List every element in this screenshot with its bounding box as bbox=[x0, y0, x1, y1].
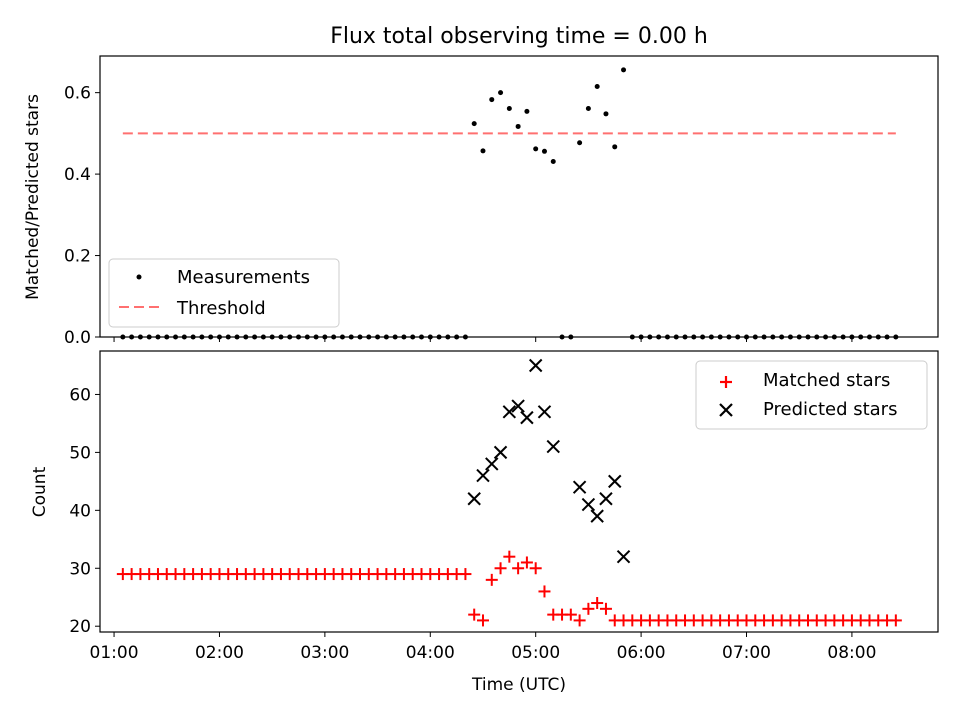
measurement-point bbox=[480, 148, 486, 154]
measurement-point bbox=[489, 97, 495, 103]
matched-star-point bbox=[512, 562, 525, 575]
top-y-axis-label: Matched/Predicted stars bbox=[23, 94, 43, 300]
legend-measurements-marker bbox=[136, 274, 142, 280]
top-axes-frame bbox=[99, 55, 939, 338]
bottom-legend: Matched stars Predicted stars bbox=[695, 360, 928, 430]
matched-star-point bbox=[485, 573, 498, 586]
measurement-point bbox=[498, 90, 504, 96]
measurement-point bbox=[515, 123, 521, 129]
bottom-axes-frame bbox=[99, 350, 939, 633]
measurement-point bbox=[612, 144, 618, 150]
x-tick-label: 07:00 bbox=[722, 643, 771, 663]
legend-matched-label: Matched stars bbox=[763, 370, 890, 391]
matched-star-point bbox=[476, 614, 489, 627]
matched-star-point bbox=[494, 562, 507, 575]
top-legend: Measurements Threshold bbox=[108, 258, 340, 328]
x-tick-label: 05:00 bbox=[511, 643, 560, 663]
matched-star-point bbox=[582, 602, 595, 615]
x-tick-label: 01:00 bbox=[90, 643, 139, 663]
measurement-point bbox=[621, 67, 627, 73]
predicted-star-point bbox=[608, 474, 622, 489]
predicted-star-point bbox=[476, 468, 490, 483]
measurement-point bbox=[533, 146, 539, 152]
measurement-point bbox=[577, 140, 583, 146]
predicted-star-point bbox=[528, 358, 543, 373]
bottom-y-tick-label: 60 bbox=[69, 385, 91, 405]
measurement-point bbox=[550, 158, 556, 164]
bottom-panel: 20 30 40 50 60 01:00 02:00 03:00 04:00 05:00 06:0… bbox=[30, 350, 939, 695]
matched-star-point bbox=[889, 614, 902, 627]
measurement-point bbox=[541, 148, 547, 154]
x-tick-label: 08:00 bbox=[827, 643, 876, 663]
predicted-star-point bbox=[599, 492, 613, 506]
measurement-point bbox=[603, 111, 609, 117]
matched-star-point bbox=[503, 550, 516, 563]
bottom-y-tick-label: 30 bbox=[69, 559, 91, 579]
predicted-star-point bbox=[511, 399, 525, 413]
measurement-point bbox=[506, 106, 512, 112]
measurement-point bbox=[594, 84, 600, 90]
chart-title: Flux total observing time = 0.00 h bbox=[330, 24, 708, 49]
predicted-star-point bbox=[590, 509, 604, 523]
top-y-tick-label: 0.6 bbox=[64, 84, 91, 104]
predicted-star-point bbox=[572, 480, 587, 494]
measurement-point bbox=[585, 106, 591, 112]
top-y-tick-label: 0.0 bbox=[64, 328, 91, 348]
legend-measurements-label: Measurements bbox=[177, 267, 310, 288]
bottom-y-tick-label: 20 bbox=[69, 617, 91, 637]
matched-star-point bbox=[591, 597, 604, 610]
top-y-tick-label: 0.4 bbox=[64, 165, 91, 185]
bottom-y-tick-label: 40 bbox=[69, 501, 91, 521]
matched-star-point bbox=[468, 608, 481, 621]
top-y-tick-label: 0.2 bbox=[64, 247, 91, 267]
predicted-star-point bbox=[485, 457, 499, 471]
legend-predicted-marker bbox=[719, 403, 733, 417]
predicted-star-point bbox=[581, 497, 596, 512]
predicted-star-point bbox=[537, 405, 552, 419]
predicted-star-point bbox=[493, 445, 508, 460]
legend-matched-marker bbox=[720, 376, 732, 388]
matched-star-point bbox=[459, 568, 472, 581]
predicted-star-point bbox=[467, 492, 481, 506]
predicted-star-point bbox=[502, 405, 517, 419]
matched-star-point bbox=[529, 562, 542, 575]
measurement-point bbox=[524, 108, 530, 114]
top-panel: 0.0 0.2 0.4 0.6 Matched/Predicted stars Mea… bbox=[23, 55, 939, 348]
top-legend-box bbox=[108, 258, 340, 328]
predicted-star-point bbox=[520, 410, 534, 425]
legend-threshold-label: Threshold bbox=[176, 298, 266, 319]
x-tick-label: 03:00 bbox=[300, 643, 349, 663]
x-axis-label: Time (UTC) bbox=[471, 675, 566, 695]
matched-star-point bbox=[573, 614, 586, 627]
bottom-y-tick-label: 50 bbox=[69, 443, 91, 463]
matched-star-point bbox=[564, 608, 577, 621]
measurement-point bbox=[471, 121, 477, 127]
matched-star-point bbox=[538, 585, 551, 598]
predicted-star-point bbox=[546, 439, 560, 454]
matched-star-point bbox=[599, 602, 612, 615]
matched-star-point bbox=[520, 556, 533, 569]
x-tick-label: 06:00 bbox=[617, 643, 666, 663]
predicted-star-point bbox=[616, 549, 631, 564]
legend-predicted-label: Predicted stars bbox=[763, 399, 897, 420]
bottom-legend-box bbox=[695, 360, 928, 430]
x-tick-label: 04:00 bbox=[406, 643, 455, 663]
x-tick-label: 02:00 bbox=[195, 643, 244, 663]
bottom-y-axis-label: Count bbox=[30, 466, 50, 517]
